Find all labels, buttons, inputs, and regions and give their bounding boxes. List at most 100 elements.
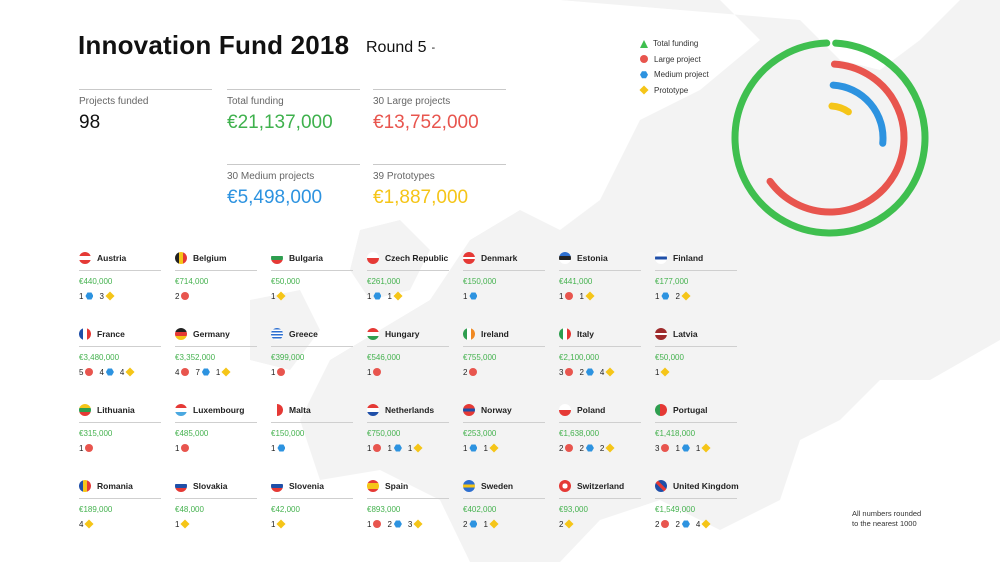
hexagon-icon [393,444,402,452]
divider [367,346,449,347]
diamond-icon [701,519,711,529]
project-count-large: 1 [175,444,190,453]
project-count-prototype: 1 [407,443,423,453]
hexagon-icon [585,444,594,452]
flag-icon [559,252,571,264]
country-header: Portugal [655,403,737,417]
project-count-prototype: 1 [271,291,286,301]
project-count-medium: 2 [675,519,690,529]
project-count-prototype: 1 [579,291,595,301]
diamond-icon [564,519,574,529]
hexagon-icon [277,444,286,452]
country-amount: €253,000 [463,429,497,438]
flag-icon [175,404,187,416]
country-card-hungary: Hungary €546,000 1 [367,327,449,377]
project-count-large: 2 [559,444,574,453]
project-count-prototype: 1 [655,367,670,377]
flag-icon [559,328,571,340]
country-name: Luxembourg [193,405,245,415]
project-count-large: 2 [655,519,670,529]
project-counts: 1 [271,291,353,301]
footnote: All numbers rounded to the nearest 1000 [852,509,962,529]
hexagon-icon [640,71,648,79]
country-amount: €48,000 [175,505,204,514]
circle-icon [661,444,670,452]
country-card-slovenia: Slovenia €42,000 1 [271,479,353,529]
country-card-malta: Malta €150,000 1 [271,403,353,453]
country-card-france: France €3,480,000 5 4 4 [79,327,161,377]
stat-label: Projects funded [79,96,149,107]
country-amount: €261,000 [367,277,401,286]
count-value: 4 [599,367,605,377]
project-count-prototype: 1 [483,519,499,529]
project-counts: 4 [79,519,161,529]
count-value: 2 [655,519,660,529]
country-header: Bulgaria [271,251,353,265]
stat-label: 30 Large projects [373,96,451,107]
count-value: 1 [367,519,372,529]
stat-value: €21,137,000 [227,112,333,133]
count-value: 1 [271,519,276,529]
project-count-large: 1 [79,443,94,453]
project-counts: 1 [175,443,257,453]
arc-prototype [828,102,852,116]
flag-icon [655,404,667,416]
hexagon-icon [373,292,382,300]
divider [463,270,545,271]
country-amount: €1,549,000 [655,505,696,514]
count-value: 1 [175,519,180,529]
country-name: Germany [193,329,230,339]
project-counts: 1 [655,367,737,377]
project-count-prototype: 1 [175,519,190,529]
count-value: 1 [79,443,84,453]
count-value: 1 [675,443,680,453]
count-value: 1 [695,443,701,453]
project-count-large: 4 [175,368,190,377]
country-card-bulgaria: Bulgaria €50,000 1 [271,251,353,301]
country-amount: €315,000 [79,429,113,438]
country-name: Lithuania [97,405,135,415]
count-value: 7 [195,367,200,377]
count-value: 1 [271,443,276,453]
project-count-prototype: 3 [99,291,115,301]
country-amount: €189,000 [79,505,113,514]
country-amount: €441,000 [559,277,593,286]
country-header: Luxembourg [175,403,257,417]
divider [367,498,449,499]
diamond-icon [639,85,649,95]
hexagon-icon [393,520,402,528]
count-value: 1 [463,443,468,453]
arc-large [766,60,908,216]
country-card-germany: Germany €3,352,000 4 7 1 [175,327,257,377]
flag-icon [655,480,667,492]
project-counts: 1 [271,367,353,377]
chart-legend: Total funding Large project Medium proje… [639,36,709,98]
project-count-medium: 1 [655,292,670,301]
country-amount: €1,638,000 [559,429,600,438]
country-header: Spain [367,479,449,493]
country-amount: €755,000 [463,353,497,362]
count-value: 2 [675,519,680,529]
project-count-prototype: 4 [120,367,135,377]
project-counts: 1 [367,367,449,377]
round-selector[interactable]: Round 5 - [366,39,435,57]
country-name: Malta [289,405,311,415]
project-count-prototype: 2 [675,291,691,301]
divider [655,498,737,499]
flag-icon [271,252,283,264]
count-value: 3 [559,367,564,377]
count-value: 1 [407,443,413,453]
divider [175,346,257,347]
project-counts: 1 [463,291,545,301]
stat-label: Total funding [227,96,284,107]
project-count-large: 1 [367,519,382,529]
country-header: Finland [655,251,737,265]
country-name: Slovakia [193,481,228,491]
legend-item-large: Large project [640,52,709,68]
count-value: 1 [271,291,276,301]
country-amount: €2,100,000 [559,353,600,362]
country-card-netherlands: Netherlands €750,000 1 1 1 [367,403,449,453]
circle-icon [181,292,190,300]
count-value: 1 [387,443,392,453]
